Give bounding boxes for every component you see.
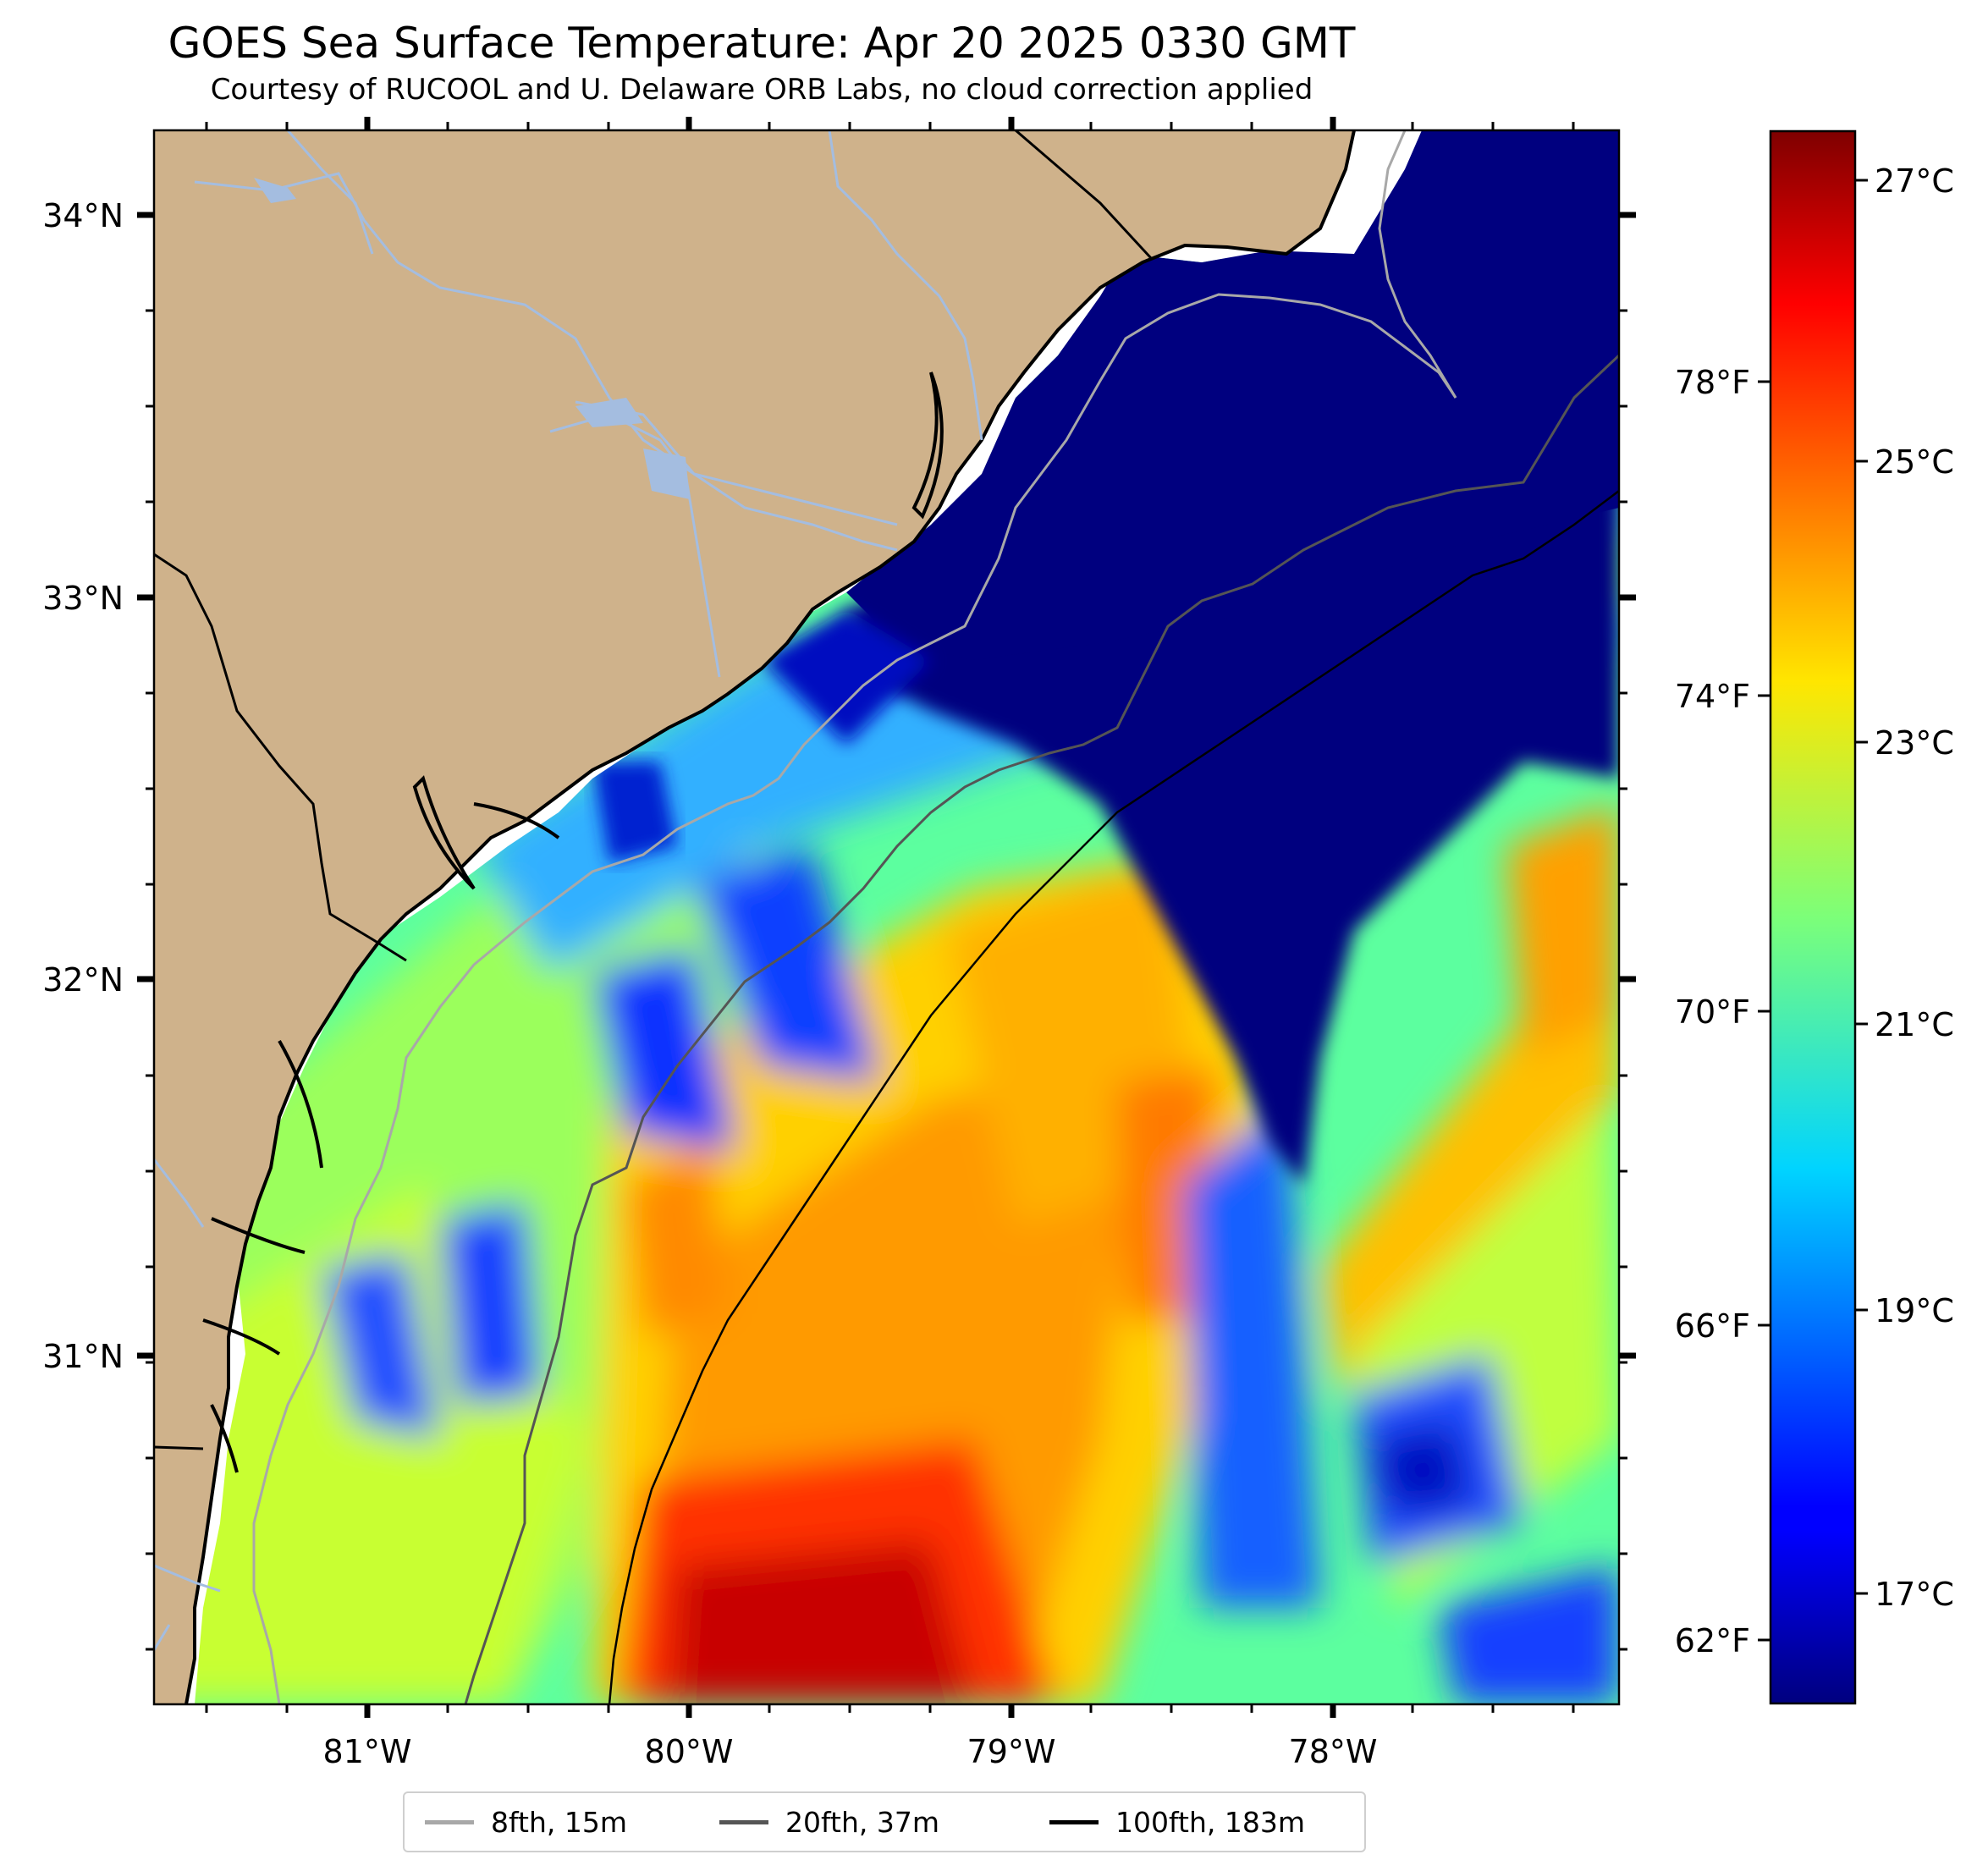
tick-marks [137, 117, 1636, 1718]
lat-label-32n: 32°N [42, 961, 124, 999]
island [412, 775, 476, 890]
island [911, 371, 944, 520]
cold-water-region [592, 130, 1619, 1185]
map-subtitle: Courtesy of RUCOOL and U. Delaware ORB L… [210, 73, 1313, 107]
legend-item-8fth: 8fth, 15m [425, 1793, 627, 1851]
legend-swatch [425, 1819, 474, 1824]
colorbar-label-62f: 62°F [1675, 1622, 1750, 1659]
lake [643, 448, 690, 499]
colorbar-label-66f: 66°F [1675, 1307, 1750, 1345]
lake [254, 178, 296, 203]
isobath-20fth [464, 354, 1619, 1704]
colorbar-label-23c: 23°C [1875, 724, 1954, 762]
colorbar-label-78f: 78°F [1675, 364, 1750, 401]
latitude-labels: 34°N 33°N 32°N 31°N [42, 197, 124, 1375]
lat-label-34n: 34°N [42, 197, 124, 234]
colorbar-label-17c: 17°C [1875, 1576, 1954, 1613]
sst-field [154, 130, 1619, 1704]
colorbar-label-70f: 70°F [1675, 993, 1750, 1031]
map-title: GOES Sea Surface Temperature: Apr 20 202… [168, 19, 1356, 68]
legend-label: 100fth, 183m [1115, 1805, 1305, 1839]
lon-label-79w: 79°W [967, 1733, 1056, 1770]
lon-label-80w: 80°W [645, 1733, 734, 1770]
land [154, 130, 1354, 1704]
legend-swatch [1049, 1819, 1099, 1824]
minor-tick-marks [146, 122, 1627, 1713]
lake [575, 398, 643, 427]
longitude-labels: 81°W 80°W 79°W 78°W [323, 1733, 1378, 1770]
plot-frame [152, 129, 1621, 1706]
coastline [184, 130, 1356, 1704]
colorbar-label-74f: 74°F [1675, 678, 1750, 715]
legend-label: 20fth, 37m [785, 1805, 939, 1839]
lon-label-81w: 81°W [323, 1733, 412, 1770]
state-boundaries [154, 130, 1153, 1450]
colorbar-label-21c: 21°C [1875, 1006, 1954, 1043]
isobath-legend: 8fth, 15m 20fth, 37m 100fth, 183m [403, 1791, 1366, 1852]
colorbar-label-25c: 25°C [1875, 443, 1954, 481]
lat-label-33n: 33°N [42, 580, 124, 617]
lon-label-78w: 78°W [1289, 1733, 1378, 1770]
colorbar-gradient [1769, 129, 1857, 1705]
legend-swatch [719, 1819, 768, 1824]
colorbar-label-27c: 27°C [1875, 162, 1954, 200]
legend-label: 8fth, 15m [491, 1805, 628, 1839]
isobath-100fth [608, 490, 1619, 1704]
isobath-8fth [252, 130, 1457, 1704]
legend-item-20fth: 20fth, 37m [719, 1793, 939, 1851]
legend-item-100fth: 100fth, 183m [1049, 1793, 1305, 1851]
colorbar: 27°C 25°C 23°C 21°C 19°C 17°C 78°F 74°F … [1675, 129, 1954, 1705]
lat-label-31n: 31°N [42, 1338, 124, 1375]
colorbar-label-19c: 19°C [1875, 1292, 1954, 1329]
